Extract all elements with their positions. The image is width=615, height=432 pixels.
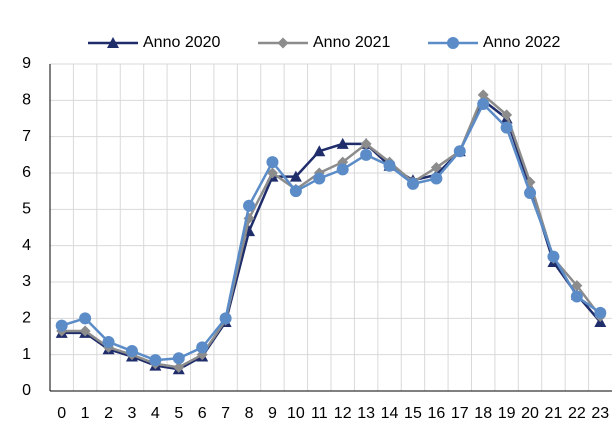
marker [547,250,560,263]
x-tick-label: 2 [104,405,113,422]
y-tick-label: 7 [22,128,31,145]
marker [266,167,278,179]
legend-marker [277,37,289,49]
y-tick-label: 9 [22,55,31,72]
marker [102,335,115,348]
marker [430,162,442,174]
x-tick-label: 18 [474,405,492,422]
marker [336,137,349,149]
y-tick-label: 2 [22,310,31,327]
marker [79,325,91,337]
legend-label: Anno 2021 [313,34,391,51]
marker [313,172,326,185]
x-tick-label: 23 [591,405,609,422]
x-tick-label: 12 [334,405,352,422]
marker [149,354,162,367]
marker [430,172,443,185]
x-tick-label: 14 [381,405,399,422]
marker [219,312,232,325]
x-tick-label: 21 [545,405,563,422]
marker [55,319,68,332]
marker [571,280,583,292]
marker [360,148,373,161]
x-tick-label: 22 [568,405,586,422]
marker [501,109,513,121]
legend-marker [447,37,459,49]
marker [500,121,513,134]
x-tick-label: 4 [151,405,160,422]
marker [406,177,419,190]
marker [570,290,583,303]
x-tick-label: 1 [81,405,90,422]
legend-label: Anno 2022 [483,34,561,51]
x-tick-label: 15 [404,405,422,422]
x-tick-label: 20 [521,405,539,422]
x-tick-label: 8 [245,405,254,422]
y-tick-label: 0 [22,382,31,399]
marker [313,145,326,157]
marker [336,163,349,176]
marker [79,312,92,325]
x-tick-label: 6 [198,405,207,422]
y-tick-label: 5 [22,201,31,218]
x-tick-label: 19 [498,405,516,422]
legend-marker [107,37,119,48]
marker [173,361,185,373]
marker [289,185,302,198]
marker [477,89,489,101]
y-tick-label: 4 [22,237,31,254]
x-tick-label: 9 [268,405,277,422]
x-tick-label: 5 [174,405,183,422]
y-tick-label: 1 [22,346,31,363]
marker [289,170,302,182]
y-tick-label: 3 [22,273,31,290]
marker [243,199,256,212]
marker [383,159,396,172]
x-tick-label: 13 [357,405,375,422]
marker [125,345,138,358]
marker [477,97,490,110]
marker [453,145,466,158]
marker [266,156,279,169]
marker [196,341,209,354]
x-tick-label: 3 [128,405,137,422]
x-tick-label: 16 [427,405,445,422]
marker [360,138,372,150]
marker [524,186,537,199]
x-tick-label: 0 [57,405,66,422]
y-tick-label: 8 [22,92,31,109]
x-tick-label: 7 [221,405,230,422]
marker [594,306,607,319]
x-tick-label: 17 [451,405,469,422]
x-tick-label: 10 [287,405,305,422]
marker [172,352,185,365]
legend-label: Anno 2020 [143,34,221,51]
y-tick-label: 6 [22,164,31,181]
x-tick-label: 11 [311,405,328,422]
